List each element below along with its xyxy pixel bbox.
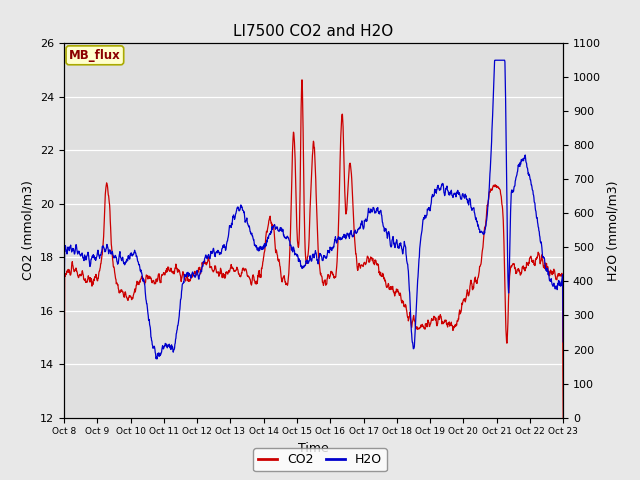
Y-axis label: CO2 (mmol/m3): CO2 (mmol/m3)	[22, 180, 35, 280]
Text: MB_flux: MB_flux	[69, 49, 121, 62]
Title: LI7500 CO2 and H2O: LI7500 CO2 and H2O	[234, 24, 394, 39]
Y-axis label: H2O (mmol/m3): H2O (mmol/m3)	[607, 180, 620, 281]
X-axis label: Time: Time	[298, 442, 329, 455]
Legend: CO2, H2O: CO2, H2O	[253, 448, 387, 471]
